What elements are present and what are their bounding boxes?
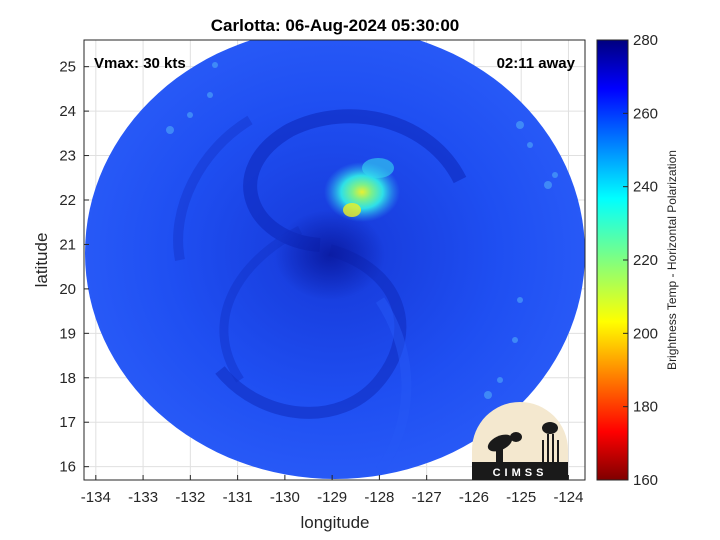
- x-tick-label: -133: [128, 489, 158, 506]
- y-axis-label: latitude: [32, 233, 51, 288]
- spiral-band-2: [215, 244, 407, 419]
- x-tick-label: -125: [506, 489, 536, 506]
- colorbar-tick-label: 200: [633, 325, 658, 342]
- colorbar-ticks: 280 260 240 220 200 180 160: [623, 32, 658, 489]
- x-tick-label: -127: [412, 489, 442, 506]
- edge-speckle: [166, 62, 558, 399]
- vmax-annotation: Vmax: 30 kts: [94, 55, 186, 72]
- logo-dish-icon: [487, 432, 522, 462]
- y-tick-label: 21: [59, 236, 76, 253]
- storm-core: [275, 210, 385, 300]
- x-tick-label: -128: [364, 489, 394, 506]
- colorbar-tick-label: 160: [633, 472, 658, 489]
- x-tick-label: -126: [459, 489, 489, 506]
- y-tick-label: 25: [59, 59, 76, 76]
- y-tick-label: 22: [59, 192, 76, 209]
- x-axis: -134 -133 -132 -131 -130 -129 -128 -127 -126 -125…: [81, 475, 583, 506]
- colorbar-tick-label: 240: [633, 179, 658, 196]
- convection-cell: [362, 158, 394, 178]
- cimss-logo: CIMSS: [472, 402, 568, 480]
- convection-peak: [343, 203, 361, 217]
- x-tick-label: -124: [553, 489, 583, 506]
- colorbar-tick-label: 280: [633, 32, 658, 49]
- colorbar: [596, 39, 629, 481]
- colorbar-label: Brightness Temp - Horizontal Polarizatio…: [665, 150, 679, 370]
- time-away-annotation: 02:11 away: [497, 55, 576, 72]
- x-tick-label: -130: [270, 489, 300, 506]
- y-tick-label: 20: [59, 281, 76, 298]
- x-tick-label: -131: [223, 489, 253, 506]
- logo-text: CIMSS: [493, 467, 548, 479]
- x-tick-label: -134: [81, 489, 111, 506]
- y-tick-label: 16: [59, 459, 76, 476]
- axes-frame: [83, 39, 586, 481]
- y-axis: 16 17 18 19 20 21 22 23 24 25: [59, 59, 89, 476]
- x-tick-label: -129: [317, 489, 347, 506]
- y-tick-label: 24: [59, 103, 76, 120]
- logo-tower-icon: [542, 422, 559, 462]
- microwave-swath: [85, 40, 585, 479]
- y-tick-label: 19: [59, 325, 76, 342]
- colorbar-tick-label: 260: [633, 105, 658, 122]
- chart-title: Carlotta: 06-Aug-2024 05:30:00: [211, 16, 459, 35]
- y-tick-label: 17: [59, 414, 76, 431]
- y-tick-label: 18: [59, 370, 76, 387]
- logo-band: [472, 462, 568, 480]
- colorbar-tick-label: 180: [633, 399, 658, 416]
- y-tick-label: 23: [59, 148, 76, 165]
- x-tick-label: -132: [175, 489, 205, 506]
- spiral-band-5: [173, 115, 253, 261]
- spiral-band-1: [243, 109, 467, 252]
- colorbar-tick-label: 220: [633, 252, 658, 269]
- spiral-band-4: [375, 297, 412, 473]
- x-axis-label: longitude: [300, 513, 369, 532]
